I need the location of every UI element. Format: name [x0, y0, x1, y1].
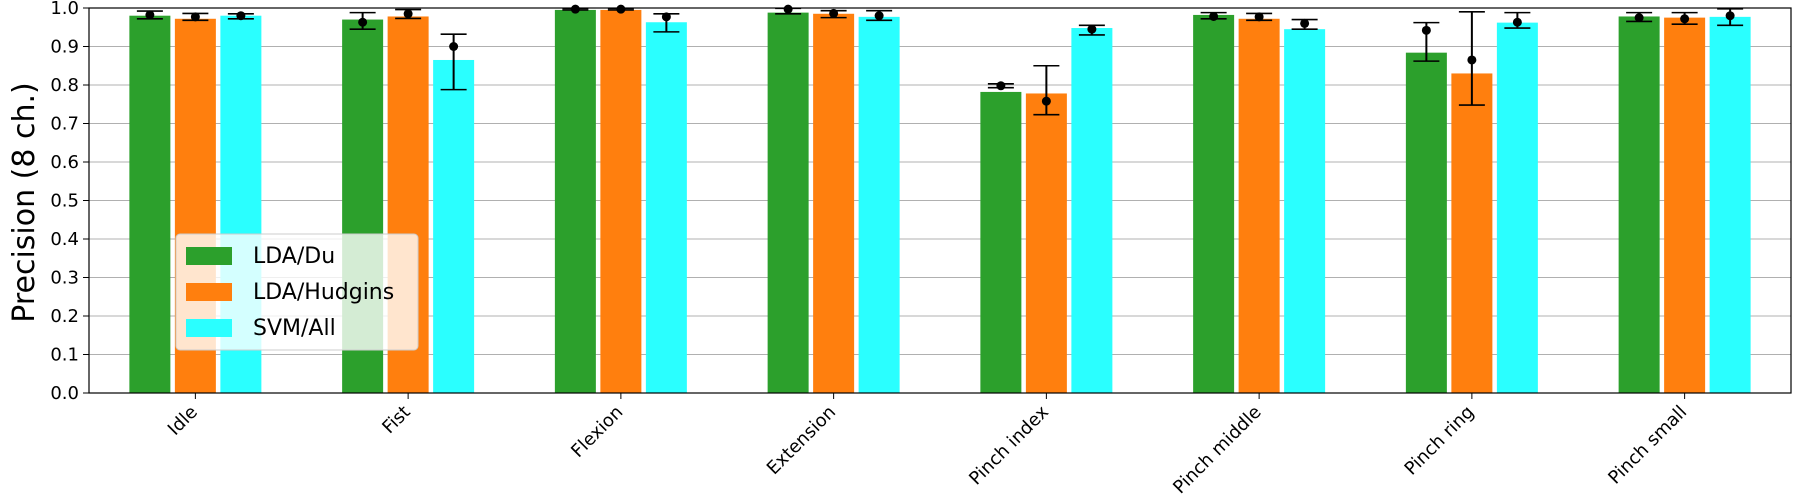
bar-lda-du — [1618, 16, 1660, 393]
legend-swatch — [186, 283, 232, 301]
bar-lda-hudgins — [1451, 73, 1493, 393]
bar-lda-du — [1193, 14, 1235, 394]
y-tick-label: 0.0 — [50, 383, 79, 404]
y-tick-label: 0.2 — [50, 306, 79, 327]
bar-lda-du — [767, 12, 809, 394]
x-tick-label: Fist — [378, 402, 414, 438]
bar-svm-all — [1709, 16, 1751, 393]
bar-svm-all — [433, 59, 475, 393]
legend: LDA/Du LDA/Hudgins SVM/All — [175, 233, 419, 351]
bar-lda-du — [554, 9, 596, 394]
x-tick-label: Idle — [164, 402, 202, 440]
legend-label: SVM/All — [253, 316, 336, 341]
legend-swatch — [186, 319, 232, 337]
bar-lda-hudgins — [600, 9, 642, 394]
mean-point — [236, 11, 246, 21]
mean-point — [661, 12, 671, 22]
mean-point — [616, 4, 626, 14]
mean-point — [570, 4, 580, 14]
mean-point — [996, 81, 1006, 91]
y-tick-label: 0.1 — [50, 345, 79, 366]
y-tick-label: 0.5 — [50, 191, 79, 212]
mean-point — [358, 17, 368, 27]
bar-lda-hudgins — [813, 13, 855, 394]
x-tick-label: Pinch small — [1604, 402, 1691, 489]
x-tick-label: Pinch ring — [1401, 402, 1479, 480]
mean-point — [403, 9, 413, 19]
mean-point — [1421, 25, 1431, 35]
bar-lda-du — [1405, 52, 1447, 393]
mean-point — [874, 11, 884, 21]
x-tick-label: Pinch middle — [1169, 402, 1265, 498]
bar-svm-all — [645, 22, 687, 394]
y-tick-label: 0.9 — [50, 37, 79, 58]
x-tick-label: Extension — [763, 402, 840, 479]
mean-point — [190, 12, 200, 22]
x-tick-label: Flexion — [567, 402, 627, 462]
y-axis-label: Precision (8 ch.) — [7, 82, 42, 322]
mean-point — [829, 8, 839, 18]
bar-lda-hudgins — [1025, 93, 1067, 393]
bar-lda-hudgins — [1664, 17, 1706, 393]
x-tick-label: Pinch index — [965, 401, 1053, 489]
error-bars — [136, 4, 1744, 116]
mean-point — [1209, 11, 1219, 21]
y-tick-label: 0.8 — [50, 75, 79, 96]
mean-point — [145, 10, 155, 20]
mean-point — [449, 42, 459, 51]
bar-lda-du — [980, 91, 1022, 394]
legend-swatch — [186, 247, 232, 265]
bar-svm-all — [858, 16, 900, 393]
mean-point — [1300, 18, 1310, 28]
legend-label: LDA/Du — [253, 244, 335, 269]
mean-point — [1041, 96, 1051, 106]
y-tick-label: 0.7 — [50, 114, 79, 135]
mean-point — [1254, 12, 1264, 22]
mean-point — [1725, 11, 1735, 21]
y-tick-label: 1.0 — [50, 0, 79, 19]
bar-lda-hudgins — [1238, 18, 1280, 394]
bar-svm-all — [1496, 22, 1538, 393]
bar-svm-all — [1071, 28, 1113, 394]
mean-point — [1680, 14, 1690, 24]
bar-lda-du — [129, 15, 171, 393]
mean-point — [1512, 17, 1522, 27]
mean-point — [1087, 24, 1097, 34]
mean-point — [783, 4, 793, 14]
mean-point — [1467, 55, 1477, 65]
y-tick-label: 0.4 — [50, 229, 79, 250]
legend-label: LDA/Hudgins — [253, 280, 394, 305]
mean-point — [1634, 13, 1644, 23]
bar-svm-all — [1284, 29, 1326, 394]
y-tick-label: 0.6 — [50, 152, 79, 173]
legend-box — [175, 233, 419, 351]
y-tick-label: 0.3 — [50, 268, 79, 289]
